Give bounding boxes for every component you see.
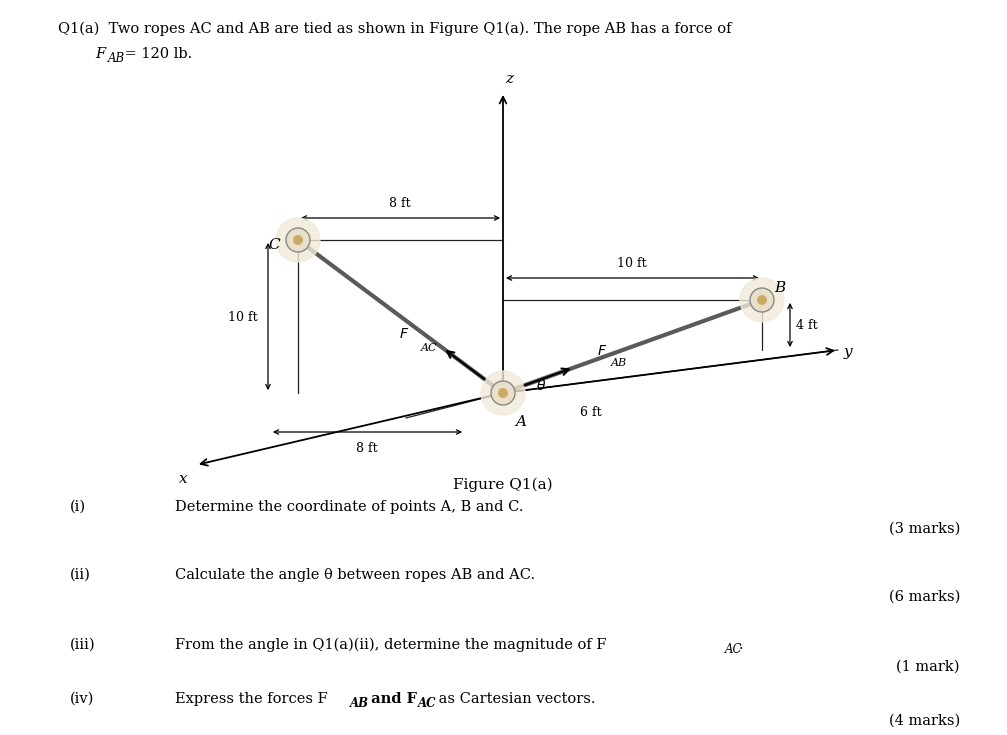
- Circle shape: [740, 278, 784, 322]
- Text: A: A: [515, 415, 526, 429]
- Text: Calculate the angle θ between ropes AB and AC.: Calculate the angle θ between ropes AB a…: [175, 568, 535, 582]
- Text: (6 marks): (6 marks): [888, 590, 960, 604]
- Text: AB: AB: [108, 52, 125, 65]
- Text: (1 mark): (1 mark): [896, 660, 960, 674]
- Text: y: y: [844, 345, 853, 359]
- Text: AB: AB: [350, 697, 369, 710]
- Text: (i): (i): [70, 500, 87, 514]
- Text: AB: AB: [610, 358, 626, 368]
- Text: 4 ft: 4 ft: [796, 318, 818, 331]
- Circle shape: [276, 218, 320, 262]
- Text: Q1(a)  Two ropes AC and AB are tied as shown in Figure Q1(a). The rope AB has a : Q1(a) Two ropes AC and AB are tied as sh…: [58, 22, 731, 37]
- Text: Express the forces F: Express the forces F: [175, 692, 327, 706]
- Text: 10 ft: 10 ft: [617, 257, 646, 270]
- Text: (3 marks): (3 marks): [888, 522, 960, 536]
- Text: (iv): (iv): [70, 692, 95, 706]
- Text: 6 ft: 6 ft: [580, 406, 601, 418]
- Text: B: B: [774, 281, 785, 295]
- Text: From the angle in Q1(a)(ii), determine the magnitude of F: From the angle in Q1(a)(ii), determine t…: [175, 638, 606, 653]
- Text: AC: AC: [725, 643, 742, 656]
- Text: $F$: $F$: [597, 344, 607, 358]
- Text: and F: and F: [366, 692, 417, 706]
- Text: as Cartesian vectors.: as Cartesian vectors.: [434, 692, 595, 706]
- Text: x: x: [179, 472, 188, 486]
- Text: AC: AC: [421, 343, 437, 354]
- Text: F: F: [95, 47, 105, 61]
- Text: $F$: $F$: [399, 327, 409, 341]
- Text: .: .: [739, 638, 743, 652]
- Circle shape: [481, 371, 525, 415]
- Text: Figure Q1(a): Figure Q1(a): [453, 478, 553, 492]
- Text: 8 ft: 8 ft: [356, 442, 378, 455]
- Text: C: C: [269, 238, 280, 252]
- Circle shape: [498, 388, 508, 398]
- Circle shape: [491, 381, 515, 405]
- Circle shape: [757, 295, 767, 305]
- Text: (4 marks): (4 marks): [889, 714, 960, 728]
- Text: 8 ft: 8 ft: [389, 197, 411, 210]
- Text: Determine the coordinate of points A, B and C.: Determine the coordinate of points A, B …: [175, 500, 524, 514]
- Circle shape: [293, 235, 303, 245]
- Text: z: z: [505, 72, 513, 86]
- Text: $\theta$: $\theta$: [536, 378, 546, 392]
- Text: 10 ft: 10 ft: [229, 310, 258, 323]
- Text: AC: AC: [418, 697, 436, 710]
- Text: = 120 lb.: = 120 lb.: [120, 47, 192, 61]
- Text: (iii): (iii): [70, 638, 96, 652]
- Circle shape: [750, 288, 774, 312]
- Text: (ii): (ii): [70, 568, 91, 582]
- Circle shape: [286, 228, 310, 252]
